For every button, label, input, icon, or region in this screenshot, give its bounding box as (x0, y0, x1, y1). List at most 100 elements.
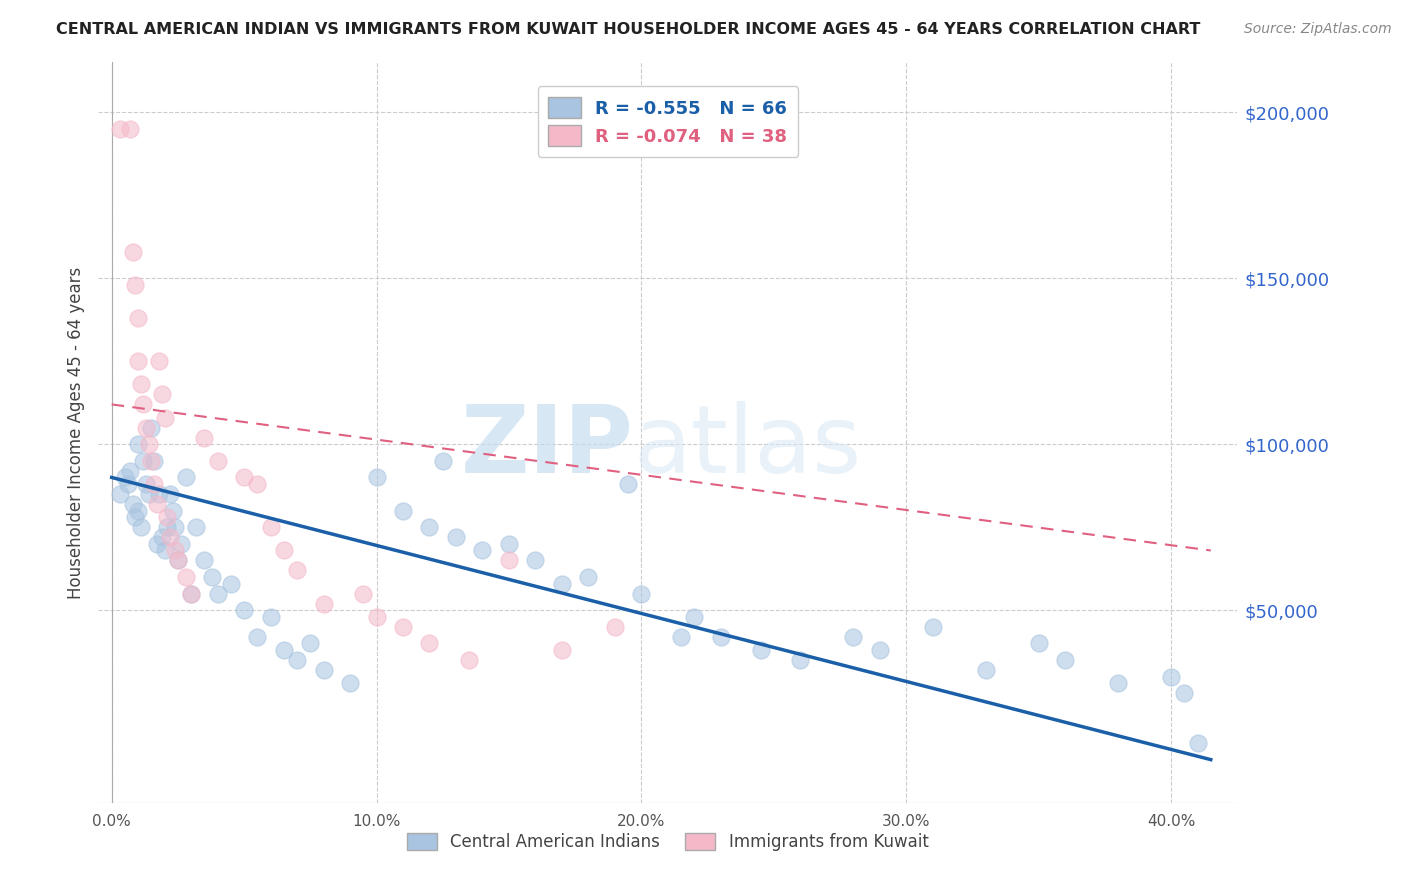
Point (471, 543, 494, 558)
Point (1107, 676, 1129, 690)
Point (129, 520, 152, 534)
Point (299, 636, 322, 650)
Point (138, 487, 160, 501)
Point (156, 510, 179, 524)
Point (233, 470, 256, 484)
Point (169, 537, 191, 551)
Point (148, 487, 170, 501)
Point (121, 244, 143, 259)
Point (156, 520, 179, 534)
Point (120, 464, 142, 478)
Point (273, 543, 295, 558)
Point (1028, 636, 1050, 650)
Point (120, 121, 142, 136)
Point (366, 470, 388, 484)
Point (127, 437, 149, 451)
Point (246, 630, 269, 644)
Point (246, 477, 269, 491)
Point (174, 470, 197, 484)
Point (141, 420, 163, 434)
Point (117, 477, 139, 491)
Point (339, 676, 361, 690)
Point (458, 653, 481, 667)
Point (418, 520, 440, 534)
Point (312, 663, 335, 677)
Point (201, 570, 224, 584)
Point (207, 587, 229, 601)
Point (108, 121, 131, 136)
Point (121, 497, 143, 511)
Point (524, 553, 547, 567)
Point (285, 653, 308, 667)
Point (186, 520, 208, 534)
Point (165, 520, 187, 534)
Point (138, 437, 160, 451)
Point (167, 553, 190, 567)
Point (1173, 686, 1195, 700)
Point (789, 653, 811, 667)
Point (180, 587, 202, 601)
Point (498, 553, 520, 567)
Point (630, 587, 652, 601)
Point (153, 543, 176, 558)
Point (174, 570, 197, 584)
Point (180, 587, 202, 601)
Point (141, 454, 163, 468)
Point (603, 620, 626, 634)
Point (842, 630, 865, 644)
Point (193, 553, 215, 567)
Point (418, 636, 440, 650)
Point (974, 663, 997, 677)
Point (143, 477, 166, 491)
Point (1054, 653, 1077, 667)
Point (366, 610, 388, 624)
Point (576, 570, 599, 584)
Point (148, 354, 170, 368)
Point (127, 311, 149, 326)
Point (167, 553, 190, 567)
Point (551, 576, 574, 591)
Point (159, 530, 181, 544)
Text: Source: ZipAtlas.com: Source: ZipAtlas.com (1244, 22, 1392, 37)
Point (135, 477, 157, 491)
Point (352, 587, 374, 601)
Point (145, 497, 167, 511)
Point (669, 630, 692, 644)
Point (150, 530, 173, 544)
Point (129, 377, 152, 392)
Point (498, 537, 520, 551)
Point (617, 477, 640, 491)
Point (392, 503, 415, 517)
Point (710, 630, 733, 644)
Point (193, 431, 215, 445)
Point (165, 543, 187, 558)
Point (869, 643, 891, 657)
Point (159, 487, 181, 501)
Point (392, 620, 415, 634)
Point (153, 410, 176, 425)
Point (108, 487, 131, 501)
Point (124, 277, 146, 292)
Point (124, 510, 146, 524)
Point (259, 610, 281, 624)
Legend: Central American Indians, Immigrants from Kuwait: Central American Indians, Immigrants fro… (401, 826, 935, 857)
Point (1187, 736, 1209, 750)
Point (143, 454, 166, 468)
Point (749, 643, 772, 657)
Point (150, 387, 173, 401)
Text: ZIP: ZIP (461, 401, 634, 493)
Point (1160, 670, 1182, 684)
Point (432, 454, 454, 468)
Point (312, 597, 335, 611)
Point (683, 610, 706, 624)
Text: CENTRAL AMERICAN INDIAN VS IMMIGRANTS FROM KUWAIT HOUSEHOLDER INCOME AGES 45 - 6: CENTRAL AMERICAN INDIAN VS IMMIGRANTS FR… (56, 22, 1201, 37)
Point (444, 530, 467, 544)
Point (127, 503, 149, 517)
Point (145, 537, 167, 551)
Text: atlas: atlas (634, 401, 862, 493)
Point (921, 620, 943, 634)
Point (259, 520, 281, 534)
Point (207, 454, 229, 468)
Point (551, 643, 574, 657)
Point (114, 470, 136, 484)
